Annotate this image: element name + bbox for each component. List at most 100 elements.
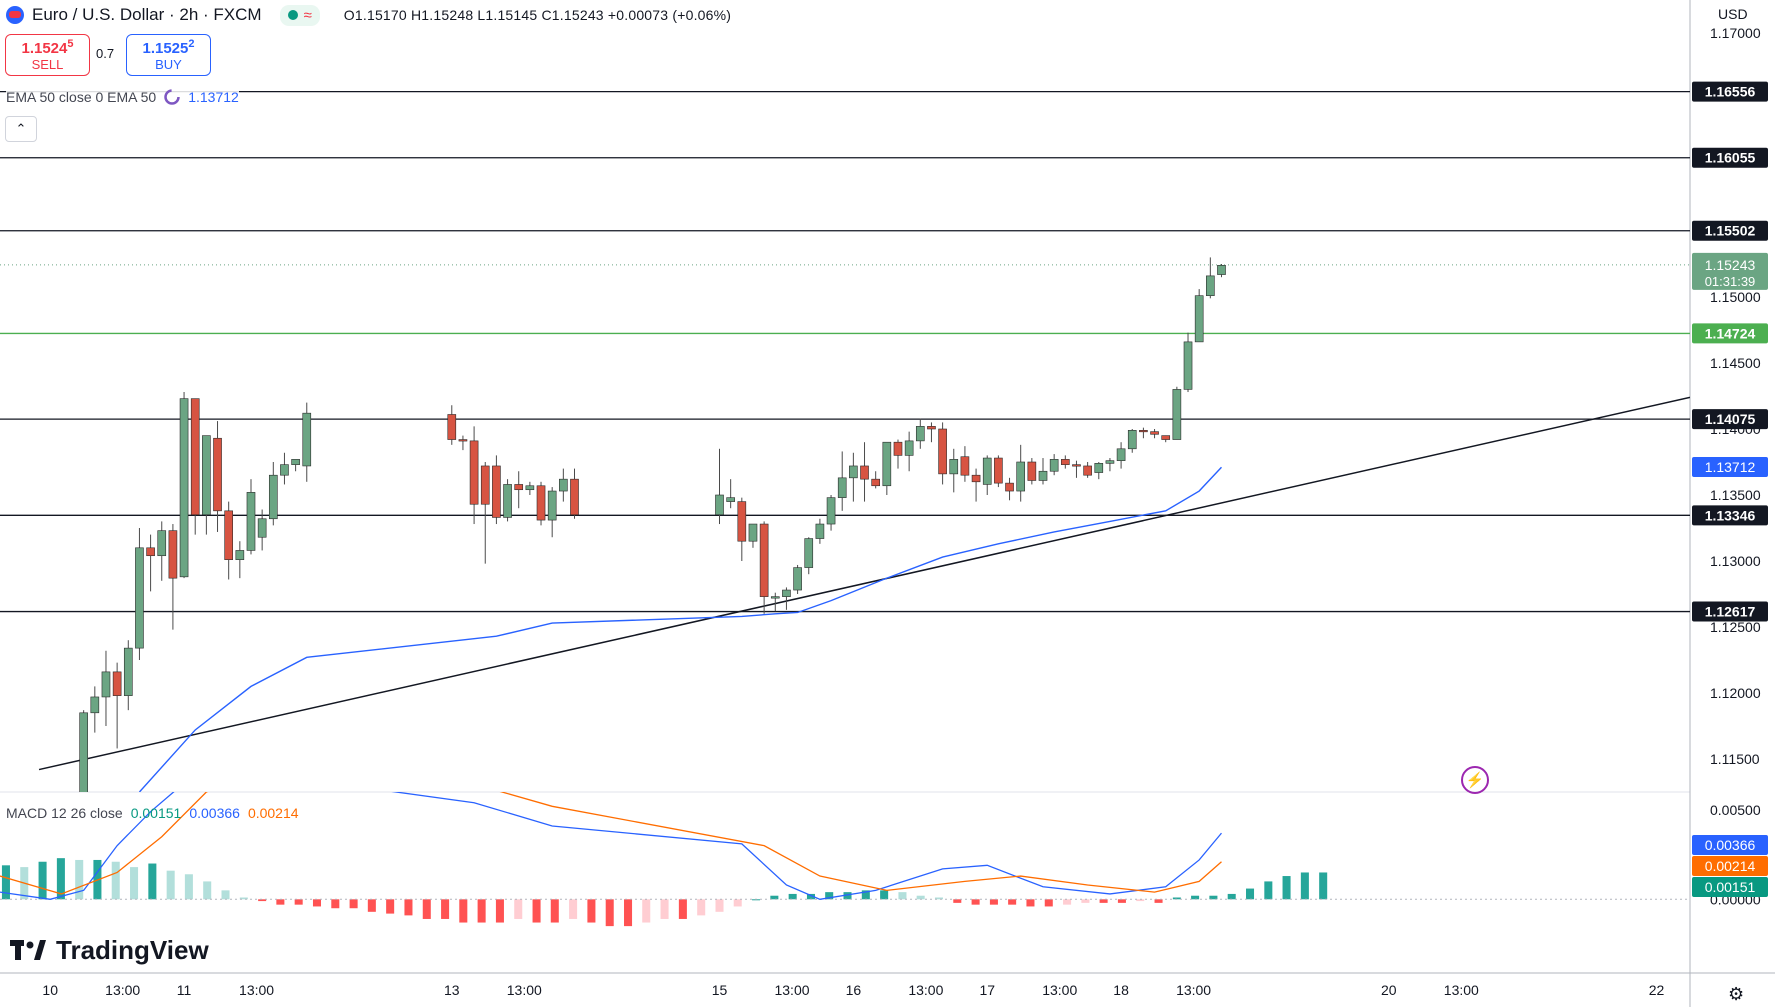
candle-down[interactable]	[994, 455, 1003, 488]
candle-up[interactable]	[503, 479, 512, 522]
candle-down[interactable]	[893, 439, 903, 469]
candle-down[interactable]	[514, 471, 524, 509]
candle-up[interactable]	[135, 528, 144, 660]
macd-hist-bar	[221, 890, 230, 900]
currency-label[interactable]: USD	[1718, 6, 1748, 22]
candle-up[interactable]	[815, 518, 825, 544]
level-label: 1.13346	[1705, 507, 1756, 523]
candle-down[interactable]	[570, 468, 579, 519]
candle-down[interactable]	[971, 468, 981, 502]
candle-up[interactable]	[915, 418, 925, 449]
candle-down[interactable]	[938, 422, 947, 485]
candle-up[interactable]	[79, 710, 88, 812]
candle-down[interactable]	[458, 435, 468, 451]
candle-up[interactable]	[826, 495, 836, 531]
candle-down[interactable]	[168, 524, 178, 630]
candle-up[interactable]	[726, 479, 735, 509]
bar-countdown-label: 01:31:39	[1705, 274, 1756, 289]
sell-button[interactable]: 1.15245 SELL	[5, 34, 90, 76]
candle-down[interactable]	[1139, 427, 1148, 439]
alert-bolt-icon[interactable]: ⚡	[1461, 766, 1489, 794]
candle-up[interactable]	[101, 650, 111, 726]
macd-legend[interactable]: MACD 12 26 close 0.00151 0.00366 0.00214	[6, 805, 299, 821]
candle-up[interactable]	[782, 587, 791, 610]
candle-up[interactable]	[235, 541, 245, 579]
candle-up[interactable]	[1038, 458, 1048, 485]
candle-down[interactable]	[1161, 435, 1171, 443]
candle-down[interactable]	[1060, 455, 1070, 469]
candle-down[interactable]	[960, 446, 970, 482]
candle-up[interactable]	[90, 686, 100, 733]
candle-up[interactable]	[1049, 454, 1059, 476]
candle-up[interactable]	[123, 640, 133, 711]
ema-legend[interactable]: EMA 50 close 0 EMA 50 1.13712	[6, 87, 239, 107]
candle-body	[135, 547, 144, 649]
candle-down[interactable]	[469, 426, 479, 525]
candle-down[interactable]	[871, 471, 880, 489]
candle-up[interactable]	[525, 481, 535, 495]
candle-up[interactable]	[1105, 458, 1115, 472]
candle-body	[1217, 265, 1226, 275]
candle-up[interactable]	[157, 521, 167, 581]
candle-down[interactable]	[112, 662, 122, 749]
candle-up[interactable]	[1016, 444, 1026, 502]
candle-down[interactable]	[146, 534, 155, 592]
candle-down[interactable]	[1083, 462, 1092, 478]
candle-up[interactable]	[179, 392, 189, 579]
candle-up[interactable]	[1194, 289, 1204, 343]
candle-up[interactable]	[257, 509, 267, 551]
candle-down[interactable]	[447, 405, 457, 445]
candle-body	[302, 412, 312, 467]
candle-down[interactable]	[536, 481, 546, 526]
candle-up[interactable]	[291, 459, 300, 472]
candle-up[interactable]	[246, 479, 256, 555]
candle-up[interactable]	[559, 468, 568, 502]
candle-up[interactable]	[904, 431, 914, 472]
trendline[interactable]	[38, 396, 1690, 771]
candle-down[interactable]	[1150, 429, 1159, 439]
candle-up[interactable]	[1217, 264, 1226, 278]
candle-up[interactable]	[547, 487, 557, 538]
candle-down[interactable]	[1072, 460, 1081, 478]
candle-down[interactable]	[860, 442, 869, 502]
candle-body	[793, 567, 802, 591]
candle-down[interactable]	[1027, 458, 1037, 485]
candle-down[interactable]	[759, 521, 769, 614]
candle-up[interactable]	[1183, 332, 1193, 393]
candle-up[interactable]	[793, 564, 802, 594]
candle-down[interactable]	[224, 501, 233, 580]
candle-up[interactable]	[804, 537, 814, 575]
symbol-title[interactable]: Euro / U.S. Dollar · 2h · FXCM	[32, 5, 262, 24]
candle-up[interactable]	[1094, 462, 1104, 480]
tradingview-logo[interactable]: TradingView	[10, 935, 209, 966]
candle-up[interactable]	[1127, 429, 1137, 453]
collapse-legend-button[interactable]: ⌃	[5, 116, 37, 142]
settings-gear-icon[interactable]: ⚙	[1728, 984, 1745, 1004]
candle-up[interactable]	[770, 592, 780, 612]
candle-down[interactable]	[737, 497, 747, 561]
candle-down[interactable]	[492, 455, 501, 525]
candle-up[interactable]	[202, 435, 211, 535]
candle-up[interactable]	[1116, 442, 1126, 469]
market-status-badge[interactable]: ≈	[279, 4, 320, 26]
candle-up[interactable]	[949, 448, 959, 493]
candle-up[interactable]	[302, 402, 312, 482]
buy-button[interactable]: 1.15252 BUY	[126, 34, 211, 76]
candle-up[interactable]	[982, 455, 992, 495]
candle-down[interactable]	[213, 421, 222, 532]
candle-up[interactable]	[748, 523, 758, 548]
candle-up[interactable]	[280, 452, 289, 485]
candle-up[interactable]	[837, 451, 847, 511]
candle-down[interactable]	[190, 398, 200, 535]
candle-up[interactable]	[268, 462, 278, 526]
candle-down[interactable]	[927, 422, 936, 443]
macd-legend-label: MACD 12 26 close	[6, 805, 123, 821]
candle-up[interactable]	[849, 452, 858, 502]
candle-up[interactable]	[1172, 386, 1182, 440]
candle-down[interactable]	[480, 462, 490, 564]
candle-up[interactable]	[882, 441, 892, 495]
candle-up[interactable]	[715, 448, 724, 525]
candle-down[interactable]	[1005, 477, 1014, 501]
candle-up[interactable]	[1206, 257, 1215, 299]
